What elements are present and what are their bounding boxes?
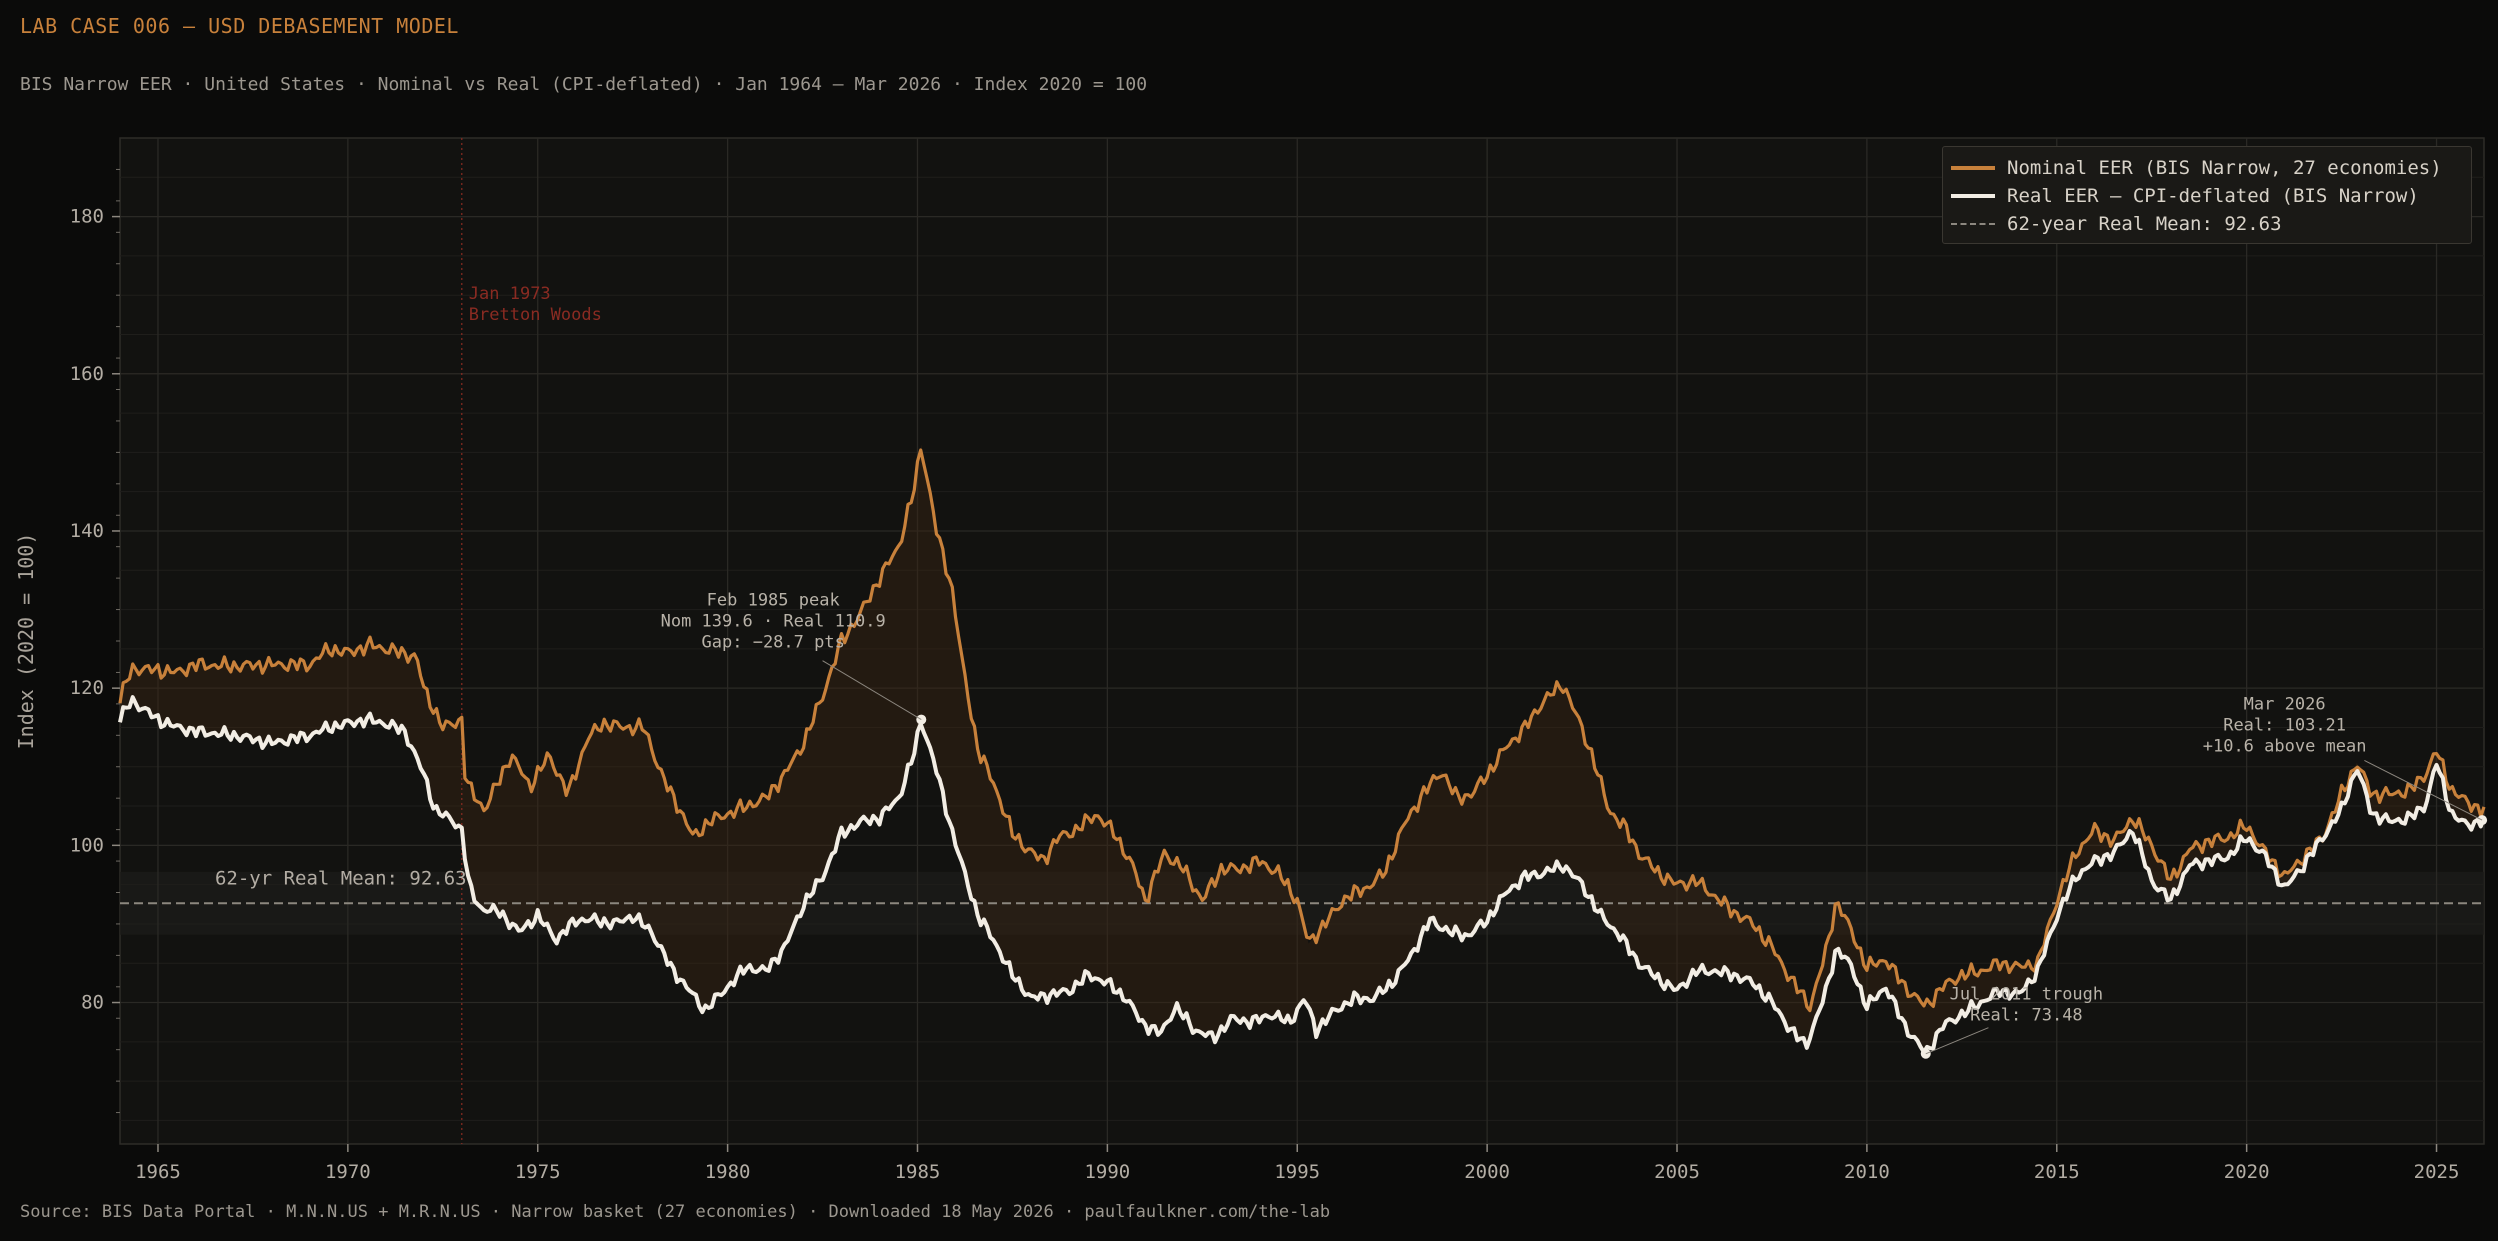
legend-swatch-nominal	[1951, 166, 1995, 170]
x-tick-label: 1985	[895, 1161, 941, 1183]
peak-annotation-line: Feb 1985 peak	[707, 591, 840, 611]
plot-area	[119, 137, 2485, 1145]
gap-fill	[120, 444, 2484, 1054]
y-tick-label: 140	[70, 520, 104, 542]
legend-label-real: Real EER — CPI-deflated (BIS Narrow)	[2007, 185, 2419, 207]
trough-annotation-line: Jul 2011 trough	[1950, 984, 2104, 1004]
legend-swatch-real	[1951, 194, 1995, 198]
y-tick-label: 100	[70, 834, 104, 856]
source-note: Source: BIS Data Portal · M.N.N.US + M.R…	[20, 1202, 1331, 1222]
legend-swatch-mean	[1951, 223, 1995, 225]
x-tick-label: 1980	[705, 1161, 751, 1183]
legend-item-mean: 62-year Real Mean: 92.63	[1951, 211, 2282, 237]
latest-annotation-line: Real: 103.21	[2223, 715, 2346, 735]
x-tick-label: 2025	[2414, 1161, 2460, 1183]
nominal-eer-line	[118, 448, 2486, 1013]
x-tick-label: 1990	[1084, 1161, 1130, 1183]
x-tick-label: 2015	[2034, 1161, 2080, 1183]
bretton-woods-label: Bretton Woods	[469, 305, 602, 325]
latest-leader	[2364, 760, 2483, 821]
x-tick-label: 2020	[2224, 1161, 2270, 1183]
x-tick-label: 2000	[1464, 1161, 1510, 1183]
y-tick-label: 80	[81, 992, 104, 1014]
bretton-woods-date: Jan 1973	[469, 284, 551, 304]
legend-label-mean: 62-year Real Mean: 92.63	[2007, 213, 2282, 235]
x-tick-label: 1970	[325, 1161, 371, 1183]
x-tick-label: 2010	[1844, 1161, 1890, 1183]
mean-line-label: 62-yr Real Mean: 92.63	[215, 867, 467, 889]
latest-annotation-line: +10.6 above mean	[2203, 736, 2367, 756]
y-tick-label: 160	[70, 363, 104, 385]
peak-leader	[822, 660, 922, 721]
real-eer-line	[118, 695, 2486, 1055]
peak-annotation-line: Gap: −28.7 pts	[702, 633, 845, 653]
peak-annotation-line: Nom 139.6 · Real 110.9	[661, 612, 886, 632]
x-tick-label: 1965	[135, 1161, 181, 1183]
legend-item-nominal: Nominal EER (BIS Narrow, 27 economies)	[1951, 155, 2442, 181]
legend-label-nominal: Nominal EER (BIS Narrow, 27 economies)	[2007, 157, 2442, 179]
latest-annotation-line: Mar 2026	[2244, 694, 2326, 714]
y-axis-label: Index (2020 = 100)	[14, 533, 38, 750]
chart-subtitle: BIS Narrow EER · United States · Nominal…	[20, 74, 1148, 95]
chart-legend: Nominal EER (BIS Narrow, 27 economies) R…	[1942, 146, 2472, 244]
x-tick-label: 1975	[515, 1161, 561, 1183]
y-tick-label: 120	[70, 677, 104, 699]
trough-annotation-line: Real: 73.48	[1970, 1005, 2083, 1025]
y-tick-label: 180	[70, 206, 104, 228]
legend-item-real: Real EER — CPI-deflated (BIS Narrow)	[1951, 183, 2419, 209]
trough-leader	[1925, 1027, 1989, 1055]
x-tick-label: 1995	[1274, 1161, 1320, 1183]
chart-title: LAB CASE 006 — USD DEBASEMENT MODEL	[20, 14, 459, 38]
x-tick-label: 2005	[1654, 1161, 1700, 1183]
